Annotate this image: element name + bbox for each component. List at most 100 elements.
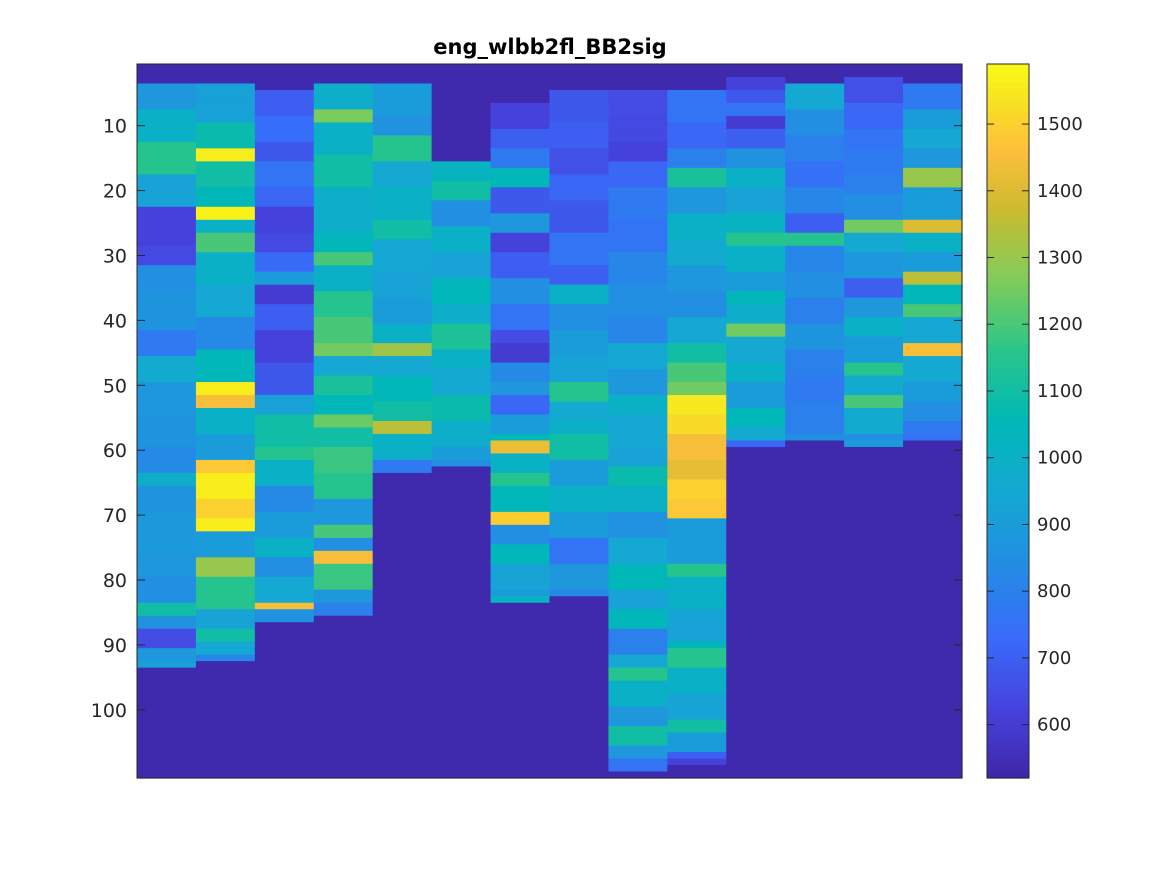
- heatmap-cell: [254, 674, 315, 682]
- heatmap-cell: [844, 375, 904, 383]
- heatmap-cell: [549, 187, 610, 195]
- heatmap-cell: [137, 427, 197, 435]
- heatmap-cell: [844, 291, 904, 299]
- heatmap-cell: [490, 356, 551, 364]
- heatmap-cell: [431, 271, 492, 279]
- heatmap-cell: [667, 719, 727, 727]
- heatmap-cell: [490, 635, 551, 643]
- heatmap-cell: [431, 310, 492, 318]
- heatmap-cell: [372, 505, 433, 513]
- heatmap-cell: [667, 161, 727, 169]
- heatmap-cell: [195, 654, 256, 662]
- heatmap-cell: [903, 427, 963, 435]
- heatmap-cell: [844, 674, 904, 682]
- colorbar-swatch: [987, 581, 1029, 589]
- heatmap-cell: [549, 200, 610, 208]
- heatmap-cell: [313, 206, 374, 214]
- plot-axes: [136, 63, 963, 779]
- heatmap-cell: [726, 498, 786, 506]
- heatmap-cell: [431, 667, 492, 675]
- heatmap-cell: [844, 219, 904, 227]
- heatmap-cell: [844, 70, 904, 78]
- heatmap-cell: [372, 141, 433, 149]
- colorbar-swatch: [987, 105, 1029, 113]
- heatmap-cell: [726, 96, 786, 104]
- heatmap-cell: [490, 122, 551, 130]
- heatmap-cell: [490, 362, 551, 370]
- heatmap-cell: [431, 336, 492, 344]
- heatmap-cell: [195, 141, 256, 149]
- heatmap-cell: [608, 382, 668, 390]
- heatmap-cell: [726, 700, 786, 708]
- heatmap-cell: [490, 115, 551, 124]
- heatmap-cell: [608, 141, 668, 149]
- heatmap-cell: [667, 141, 727, 149]
- heatmap-cell: [903, 739, 963, 747]
- heatmap-cell: [195, 239, 256, 247]
- heatmap-cell: [903, 544, 963, 552]
- heatmap-cell: [254, 511, 315, 519]
- heatmap-cell: [137, 628, 197, 636]
- heatmap-cell: [372, 680, 433, 688]
- heatmap-cell: [844, 414, 904, 422]
- heatmap-cell: [195, 602, 256, 610]
- heatmap-cell: [844, 440, 904, 448]
- heatmap-cell: [785, 323, 845, 331]
- heatmap-cell: [254, 706, 315, 714]
- heatmap-cell: [785, 200, 845, 208]
- heatmap-cell: [608, 245, 668, 253]
- heatmap-cell: [313, 531, 374, 539]
- heatmap-cell: [549, 64, 610, 72]
- colorbar-swatch: [987, 272, 1029, 279]
- heatmap-cell: [844, 765, 904, 773]
- heatmap-cell: [313, 765, 374, 773]
- heatmap-cell: [431, 232, 492, 240]
- colorbar-swatch: [987, 617, 1029, 624]
- heatmap-cell: [785, 102, 845, 111]
- heatmap-cell: [844, 531, 904, 539]
- heatmap-cell: [254, 498, 315, 506]
- heatmap-cell: [254, 83, 315, 91]
- heatmap-cell: [667, 563, 727, 571]
- heatmap-cell: [313, 583, 374, 591]
- heatmap-cell: [313, 239, 374, 247]
- heatmap-cell: [137, 408, 197, 416]
- heatmap-cell: [490, 258, 551, 266]
- heatmap-cell: [726, 661, 786, 669]
- heatmap-cell: [785, 674, 845, 682]
- colorbar-swatch: [987, 99, 1029, 107]
- heatmap-cell: [490, 752, 551, 760]
- heatmap-cell: [431, 115, 492, 124]
- heatmap-cell: [313, 148, 374, 156]
- heatmap-cell: [726, 537, 786, 545]
- heatmap-cell: [372, 446, 433, 455]
- heatmap-cell: [903, 232, 963, 240]
- colorbar-swatch: [987, 141, 1029, 148]
- heatmap-cell: [372, 265, 433, 273]
- heatmap-cell: [608, 576, 668, 584]
- heatmap-cell: [903, 206, 963, 214]
- heatmap-cell: [844, 550, 904, 558]
- heatmap-cell: [785, 537, 845, 545]
- heatmap-cell: [726, 427, 786, 435]
- heatmap-cell: [254, 232, 315, 240]
- heatmap-cell: [431, 258, 492, 266]
- heatmap-cell: [726, 265, 786, 273]
- heatmap-cell: [667, 674, 727, 682]
- heatmap-cell: [195, 115, 256, 124]
- heatmap-cell: [254, 70, 315, 78]
- heatmap-cell: [844, 317, 904, 325]
- heatmap-cell: [667, 518, 727, 526]
- heatmap-cell: [254, 596, 315, 604]
- heatmap-cell: [254, 349, 315, 357]
- heatmap-cell: [195, 161, 256, 169]
- heatmap-cell: [726, 297, 786, 305]
- heatmap-cell: [137, 174, 197, 182]
- heatmap-cell: [549, 726, 610, 734]
- heatmap-cell: [313, 167, 374, 175]
- heatmap-cell: [195, 414, 256, 422]
- heatmap-cell: [490, 382, 551, 390]
- heatmap-cell: [549, 719, 610, 727]
- colorbar-swatch: [987, 462, 1029, 470]
- heatmap-cell: [608, 219, 668, 227]
